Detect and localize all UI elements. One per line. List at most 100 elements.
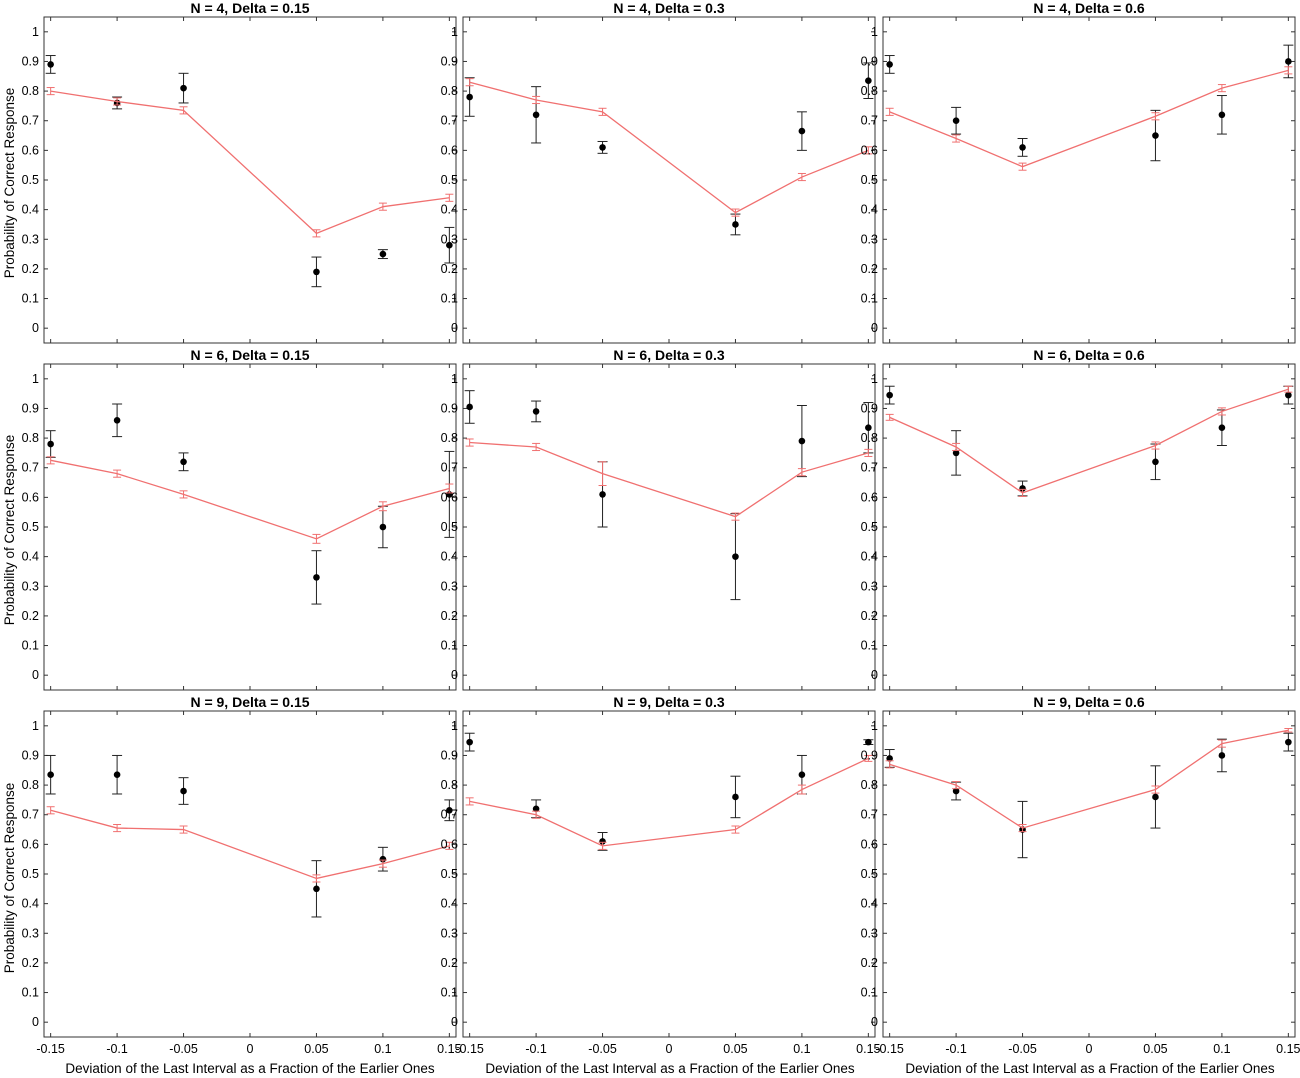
panel-5: N = 6, Delta = 0.3 0 0.1 0.2 0.3 0.4 0.5 0.6 0.7… [441,347,876,691]
data-point [313,574,320,581]
plot-area [43,363,457,691]
y-tick-label: 0.7 [441,461,458,475]
data-point [886,391,893,399]
panel-title: N = 6, Delta = 0.3 [613,347,724,363]
panel-8: N = 9, Delta = 0.3 0 0.1 0.2 0.3 0.4 0.5 0.6 0.7… [441,694,881,1056]
data-point [180,84,187,92]
x-tick-label: 0.15 [437,1042,461,1056]
panel-1: N = 4, Delta = 0.15 0 0.1 0.2 0.3 0.4 0.5 0.6 0.… [22,0,457,344]
y-tick-label: 0.5 [22,173,39,187]
y-tick-label: 0.2 [861,956,878,970]
model-error-bar [952,134,961,143]
model-line [50,90,450,235]
data-point [599,491,606,498]
y-tick-label: 0.5 [441,520,458,534]
data-point [446,241,453,249]
model-error-bar [1151,785,1160,794]
x-axis-label-col-2: Deviation of the Last Interval as a Frac… [485,1061,854,1076]
y-tick-label: 0.6 [22,490,39,504]
model-error-bar [445,483,454,494]
y-tick-label: 0 [871,668,878,682]
model-error-bar [1018,162,1027,171]
model-error-bar [598,841,607,850]
data-point [379,523,387,531]
model-error-bar [797,784,806,795]
plot-area [43,710,457,1038]
data-point [599,144,606,151]
data-point [47,440,54,448]
y-tick-label: 1 [871,719,878,733]
y-tick-label: 0.5 [441,173,458,187]
y-tick-label: 0.9 [22,54,39,68]
y-tick-label: 0.4 [441,897,458,911]
y-tick-label: 0.7 [441,808,458,822]
model-error-bar [1217,739,1226,748]
data-point [466,403,473,411]
panel-2: N = 4, Delta = 0.3 0 0.1 0.2 0.3 0.4 0.5 0.6 0.7… [441,0,876,344]
x-tick-label: 0 [1086,1042,1093,1056]
y-tick-label: 0 [871,321,878,335]
y-tick-label: 0.1 [861,292,878,306]
data-point [180,787,187,795]
model-line [50,809,450,880]
y-tick-label: 0.3 [861,232,878,246]
plot-area [882,710,1296,1038]
data-point [532,408,540,415]
y-tick-label: 0.7 [22,461,39,475]
model-error-bar [1151,441,1160,450]
y-tick-label: 0.9 [861,401,878,415]
model-error-bar [731,512,740,521]
y-tick-label: 0.7 [861,461,878,475]
y-tick-label: 0.5 [22,520,39,534]
data-point [732,793,739,801]
model-error-bar [179,106,188,115]
data-point [865,738,872,746]
y-tick-label: 0.8 [861,778,878,792]
model-error-bar [731,825,740,834]
data-point [952,449,960,457]
model-error-bar [312,229,321,238]
data-point [798,771,806,779]
y-tick-label: 0.1 [22,986,39,1000]
data-point [798,127,806,135]
data-point [113,771,121,779]
x-axis-label-col-1: Deviation of the Last Interval as a Frac… [65,1061,434,1076]
y-tick-label: 0.6 [861,837,878,851]
model-error-bar [179,490,188,499]
y-tick-label: 0 [871,1015,878,1029]
y-tick-label: 0.6 [441,143,458,157]
model-error-bar [312,874,321,883]
model-error-bar [1284,66,1293,75]
data-point [446,806,453,814]
y-tick-label: 1 [451,25,458,39]
model-error-bar [1284,385,1293,393]
y-tick-label: 1 [451,372,458,386]
y-axis-label-row-1: Probability of Correct Response [2,88,17,279]
model-error-bar [885,107,894,116]
data-point [466,93,473,101]
y-tick-label: 0.4 [861,550,878,564]
model-error-bar [532,442,541,452]
y-tick-label: 0.7 [22,808,39,822]
y-tick-label: 0.1 [22,292,39,306]
model-error-bar [598,461,607,487]
y-tick-label: 0.8 [441,84,458,98]
y-tick-label: 0.1 [22,639,39,653]
y-tick-label: 0.5 [22,867,39,881]
x-tick-label: 0 [666,1042,673,1056]
y-tick-label: 0.7 [861,808,878,822]
x-tick-label: 0.1 [374,1042,391,1056]
model-error-bar [113,97,122,106]
model-error-bar [532,810,541,819]
plot-area [882,363,1296,691]
y-tick-label: 0.9 [22,748,39,762]
model-error-bar [885,413,894,421]
y-axis-label-row-3: Probability of Correct Response [2,783,17,974]
y-tick-label: 0.8 [22,778,39,792]
data-point [886,755,893,762]
data-point [1218,111,1226,119]
y-tick-label: 0.3 [441,232,458,246]
y-tick-label: 0.5 [441,867,458,881]
model-error-bar [864,146,873,155]
x-tick-label: -0.05 [1008,1042,1037,1056]
